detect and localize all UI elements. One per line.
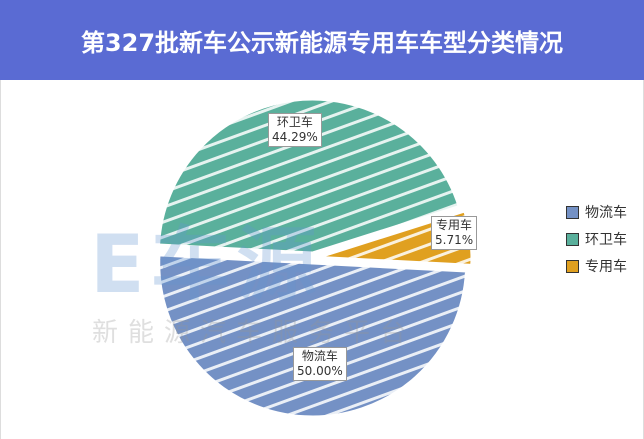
slice-huanwei-hatch: [158, 99, 460, 254]
label-name: 专用车: [436, 218, 473, 232]
label-zhuanyong: 专用车 5.71%: [431, 216, 478, 250]
label-value: 50.00%: [297, 364, 343, 378]
legend-swatch: [566, 205, 579, 219]
legend-swatch: [566, 232, 579, 246]
label-name: 环卫车: [276, 115, 313, 129]
chart-title: 第327批新车公示新能源专用车车型分类情况: [0, 0, 644, 80]
legend-label: 物流车: [585, 205, 627, 221]
label-value: 5.71%: [435, 233, 474, 247]
watermark-logo: E车源: [90, 218, 323, 311]
legend-item-wuliu[interactable]: 物流车: [566, 202, 627, 222]
label-huanwei: 环卫车 44.29%: [268, 113, 322, 147]
legend-swatch: [566, 259, 579, 273]
label-name: 物流车: [301, 349, 338, 363]
pie-chart: [0, 80, 644, 439]
slice-wuliu-hatch: [158, 254, 467, 417]
label-value: 44.29%: [272, 130, 318, 144]
legend-label: 环卫车: [585, 232, 627, 248]
watermark-text: 新能源汽车服务平台: [92, 318, 417, 348]
legend-item-huanwei[interactable]: 环卫车: [566, 229, 627, 249]
legend-label: 专用车: [585, 259, 627, 275]
label-wuliu: 物流车 50.00%: [293, 347, 347, 381]
legend-item-zhuanyong[interactable]: 专用车: [566, 256, 627, 276]
